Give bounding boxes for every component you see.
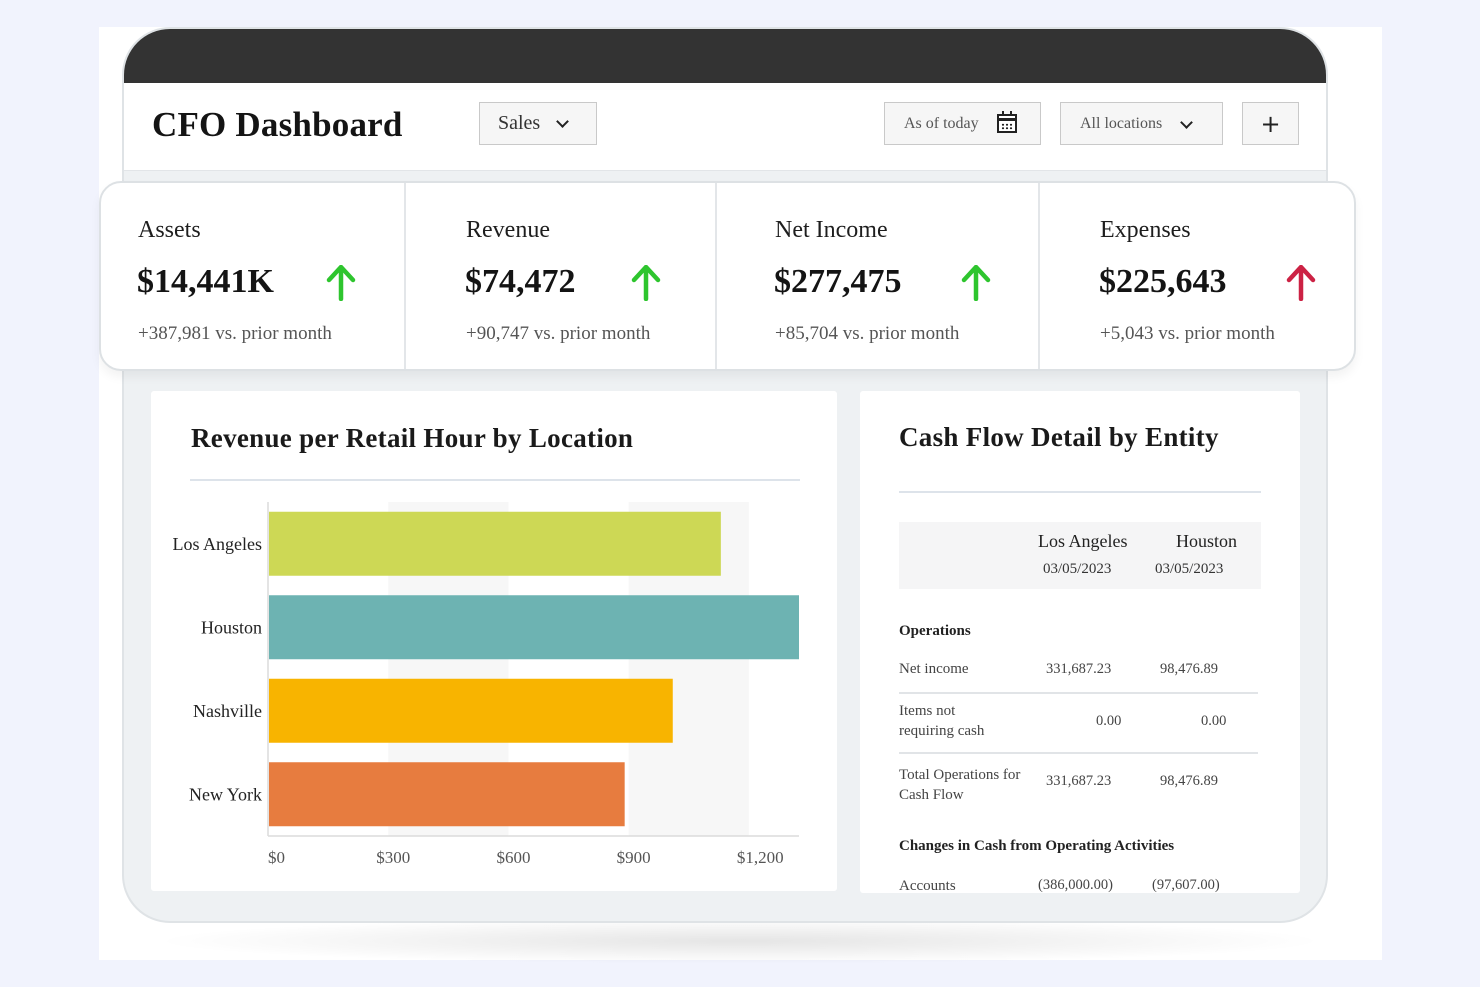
- revenue-bar-chart: Los Angeles Houston Nashville New York $0 $30…: [173, 502, 799, 867]
- cell-value: 98,476.89: [1160, 661, 1218, 677]
- kpi-delta: +387,981 vs. prior month: [138, 323, 332, 344]
- y-tick-label: Houston: [201, 617, 262, 637]
- arrow-up-icon: [1286, 265, 1316, 301]
- section-title-operating-activities: Changes in Cash from Operating Activitie…: [899, 838, 1175, 854]
- kpi-label: Net Income: [775, 217, 888, 243]
- row-label: Total Operations for Cash Flow: [899, 767, 1021, 803]
- kpi-divider: [404, 183, 406, 369]
- frame-shadow: [150, 918, 1330, 964]
- row-label: Items not requiring cash: [899, 703, 985, 739]
- row-label: Accounts: [899, 878, 956, 893]
- kpi-value: $74,472: [465, 263, 576, 300]
- window-top-bar: [124, 29, 1326, 83]
- row-divider: [899, 752, 1258, 754]
- page-title: CFO Dashboard: [152, 105, 403, 144]
- column-date: 03/05/2023: [1043, 561, 1112, 577]
- location-filter-select[interactable]: All locations: [1060, 102, 1223, 145]
- section-title-operations: Operations: [899, 623, 971, 639]
- kpi-value: $277,475: [774, 263, 902, 300]
- arrow-up-icon: [326, 265, 356, 301]
- location-filter-value: All locations: [1080, 114, 1163, 132]
- module-select-value: Sales: [498, 112, 541, 134]
- row-label: Net income: [899, 661, 969, 677]
- cash-flow-title: Cash Flow Detail by Entity: [899, 422, 1219, 452]
- cell-value: 331,687.23: [1046, 773, 1112, 789]
- module-select[interactable]: Sales: [479, 102, 597, 145]
- row-divider: [899, 692, 1258, 694]
- arrow-up-icon: [961, 265, 991, 301]
- cell-value: 0.00: [1096, 713, 1122, 729]
- cash-flow-card: Cash Flow Detail by Entity Los Angeles 0…: [860, 391, 1300, 893]
- kpi-card-expenses[interactable]: Expenses $225,643 +5,043 vs. prior month: [1040, 183, 1354, 369]
- kpi-card-net-income[interactable]: Net Income $277,475 +85,704 vs. prior mo…: [717, 183, 1039, 369]
- column-date: 03/05/2023: [1155, 561, 1224, 577]
- x-tick-label: $600: [496, 848, 530, 867]
- kpi-delta: +5,043 vs. prior month: [1100, 323, 1275, 344]
- chart-title: Revenue per Retail Hour by Location: [191, 423, 634, 453]
- cell-value: 98,476.89: [1160, 773, 1218, 789]
- arrow-up-icon: [631, 265, 661, 301]
- bar-houston: [269, 595, 799, 660]
- kpi-band: Assets $14,441K +387,981 vs. prior month…: [99, 181, 1356, 371]
- kpi-divider: [715, 183, 717, 369]
- date-filter-label: As of today: [904, 114, 979, 132]
- column-header-houston: Houston: [1176, 531, 1238, 551]
- kpi-value: $14,441K: [137, 263, 274, 300]
- x-tick-label: $0: [268, 848, 285, 867]
- title-divider: [899, 491, 1261, 493]
- cell-value: (97,607.00): [1152, 877, 1220, 893]
- cell-value: 331,687.23: [1046, 661, 1112, 677]
- title-divider: [190, 479, 800, 481]
- x-tick-label: $1,200: [737, 848, 784, 867]
- kpi-label: Assets: [138, 217, 201, 243]
- bar-nashville: [269, 678, 673, 743]
- plus-icon: +: [1260, 109, 1281, 138]
- bar-new-york: [269, 762, 625, 827]
- calendar-icon: [996, 111, 1017, 133]
- y-tick-label: Nashville: [193, 701, 262, 721]
- table-header: [899, 522, 1261, 589]
- kpi-card-assets[interactable]: Assets $14,441K +387,981 vs. prior month: [101, 183, 405, 369]
- chevron-down-icon: [1180, 115, 1194, 129]
- add-widget-button[interactable]: +: [1242, 102, 1299, 145]
- y-tick-label: New York: [189, 784, 262, 804]
- revenue-chart-card: Revenue per Retail Hour by Location Los …: [151, 391, 837, 891]
- kpi-value: $225,643: [1099, 263, 1227, 300]
- chevron-down-icon: [556, 114, 570, 128]
- date-filter-button[interactable]: As of today: [884, 102, 1041, 145]
- kpi-divider: [1038, 183, 1040, 369]
- bar-los-angeles: [269, 511, 721, 576]
- x-tick-label: $300: [376, 848, 410, 867]
- x-tick-label: $900: [617, 848, 651, 867]
- cell-value: (386,000.00): [1038, 877, 1113, 893]
- kpi-delta: +90,747 vs. prior month: [466, 323, 651, 344]
- cell-value: 0.00: [1201, 713, 1227, 729]
- dashboard-header: CFO Dashboard Sales As of today All loca…: [124, 83, 1326, 171]
- kpi-label: Revenue: [466, 217, 550, 243]
- y-tick-label: Los Angeles: [173, 534, 263, 554]
- kpi-delta: +85,704 vs. prior month: [775, 323, 960, 344]
- kpi-card-revenue[interactable]: Revenue $74,472 +90,747 vs. prior month: [406, 183, 716, 369]
- kpi-label: Expenses: [1100, 217, 1191, 243]
- column-header-los-angeles: Los Angeles: [1038, 531, 1128, 551]
